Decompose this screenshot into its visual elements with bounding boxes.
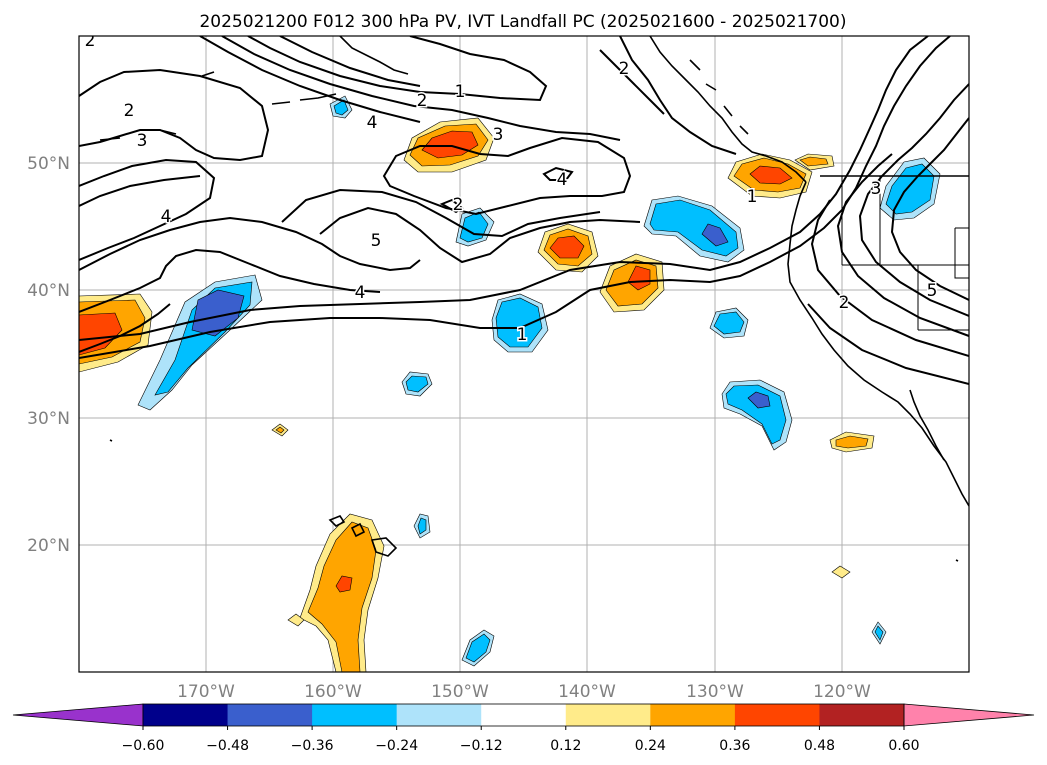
- colorbar-tick-label: −0.36: [291, 738, 334, 754]
- ivt-shading: [79, 95, 941, 672]
- lon-label-150w: 150°W: [431, 682, 489, 702]
- pv-contour-label-group: 2 2 1 3 4 2 4 1 2 5 4 1 3 4 5 2 2 3: [83, 31, 939, 347]
- colorbar-swatch: [734, 704, 820, 726]
- pv-contour-label: 5: [371, 231, 382, 251]
- colorbar-tick-label: 0.48: [804, 738, 835, 754]
- pv-contour-northern: [79, 68, 270, 162]
- pv-contour-label: 1: [747, 187, 758, 207]
- lat-label-40n: 40°N: [27, 281, 70, 301]
- state-borders: [841, 176, 969, 331]
- colorbar-swatches: [12, 703, 1035, 727]
- alaska-panhandle-coast: [649, 36, 807, 183]
- colorbar: −0.60 −0.48 −0.36 −0.24 −0.12 0.12 0.24 0.36 0.4…: [12, 703, 1035, 754]
- coastlines: [99, 36, 969, 562]
- pv-contour-label: 4: [355, 283, 366, 303]
- pv-contour-label: 2: [839, 293, 850, 313]
- map-panel: 2 2 1 3 4 2 4 1 2 5 4 1 3 4 5 2 2 3: [78, 31, 970, 673]
- pv-contour-label: 3: [137, 131, 148, 151]
- lon-label-130w: 130°W: [686, 682, 744, 702]
- pv-contour-label: 2: [417, 91, 428, 111]
- lon-label-140w: 140°W: [558, 682, 616, 702]
- pv-contour-label: 1: [455, 82, 466, 102]
- colorbar-frame: [142, 703, 905, 727]
- map-background: [79, 36, 969, 672]
- pv-contour-label: 3: [871, 179, 882, 199]
- colorbar-tick-label: 0.24: [635, 738, 666, 754]
- pv-contour-label: 3: [493, 125, 504, 145]
- colorbar-swatch: [819, 704, 905, 726]
- colorbar-ticks: −0.60 −0.48 −0.36 −0.24 −0.12 0.12 0.24 0.36 0.4…: [122, 726, 920, 754]
- colorbar-swatch: [565, 704, 651, 726]
- pv-contour-label: 2: [124, 101, 135, 121]
- pv-contour-central: [319, 206, 641, 264]
- hawaii-islands: [328, 515, 398, 557]
- baja-coast: [909, 389, 945, 461]
- colorbar-swatch: [312, 704, 398, 726]
- pv-contour-label: 2: [85, 31, 96, 51]
- pv-contour-label: 4: [557, 170, 568, 190]
- colorbar-swatch: [143, 704, 229, 726]
- pv-contour-label: 2: [453, 195, 464, 215]
- colorbar-tick-label: −0.60: [122, 738, 165, 754]
- pv-contour-west-loop: [79, 216, 421, 272]
- lat-label-50n: 50°N: [27, 154, 70, 174]
- lon-label-170w: 170°W: [177, 682, 235, 702]
- pv-contour-outer: [79, 36, 929, 341]
- colorbar-tick-label: 0.36: [719, 738, 750, 754]
- latitude-labels: 50°N 40°N 30°N 20°N: [27, 154, 70, 556]
- pv-contour-label: 5: [927, 281, 938, 301]
- colorbar-extend-low: [12, 703, 144, 727]
- figure-title: 2025021200 F012 300 hPa PV, IVT Landfall…: [199, 12, 846, 32]
- pv-contour-small-ring: [542, 166, 574, 181]
- pv-contour-inner: [79, 36, 951, 359]
- colorbar-tick-label: −0.48: [206, 738, 249, 754]
- map-frame: [78, 35, 970, 673]
- colorbar-extend-high: [903, 703, 1035, 727]
- colorbar-swatch: [481, 704, 567, 726]
- colorbar-tick-label: −0.12: [460, 738, 503, 754]
- small-islands: [109, 439, 959, 562]
- colorbar-swatch: [396, 704, 482, 726]
- pv-contours: [79, 36, 969, 385]
- lon-label-120w: 120°W: [813, 682, 871, 702]
- lon-label-160w: 160°W: [304, 682, 362, 702]
- lat-label-20n: 20°N: [27, 536, 70, 556]
- pv-contour-label: 4: [161, 207, 172, 227]
- lat-label-30n: 30°N: [27, 409, 70, 429]
- colorbar-tick-label: −0.24: [375, 738, 418, 754]
- pv-contour-gulf: [599, 36, 737, 155]
- pv-contour-sw-tail: [79, 303, 171, 353]
- pv-contour-east-ridge: [890, 117, 969, 301]
- colorbar-swatch: [227, 704, 313, 726]
- pv-contour-label: 2: [619, 59, 630, 79]
- longitude-labels: 170°W 160°W 150°W 140°W 130°W 120°W: [177, 682, 871, 702]
- colorbar-tick-label: 0.12: [550, 738, 581, 754]
- colorbar-tick-label: 0.60: [888, 738, 919, 754]
- pv-contour-label: 1: [517, 325, 528, 345]
- pv-contour-label: 4: [367, 113, 378, 133]
- alaska-coast: [99, 36, 409, 141]
- colorbar-swatch: [650, 704, 736, 726]
- map-content: 2 2 1 3 4 2 4 1 2 5 4 1 3 4 5 2 2 3: [79, 31, 969, 672]
